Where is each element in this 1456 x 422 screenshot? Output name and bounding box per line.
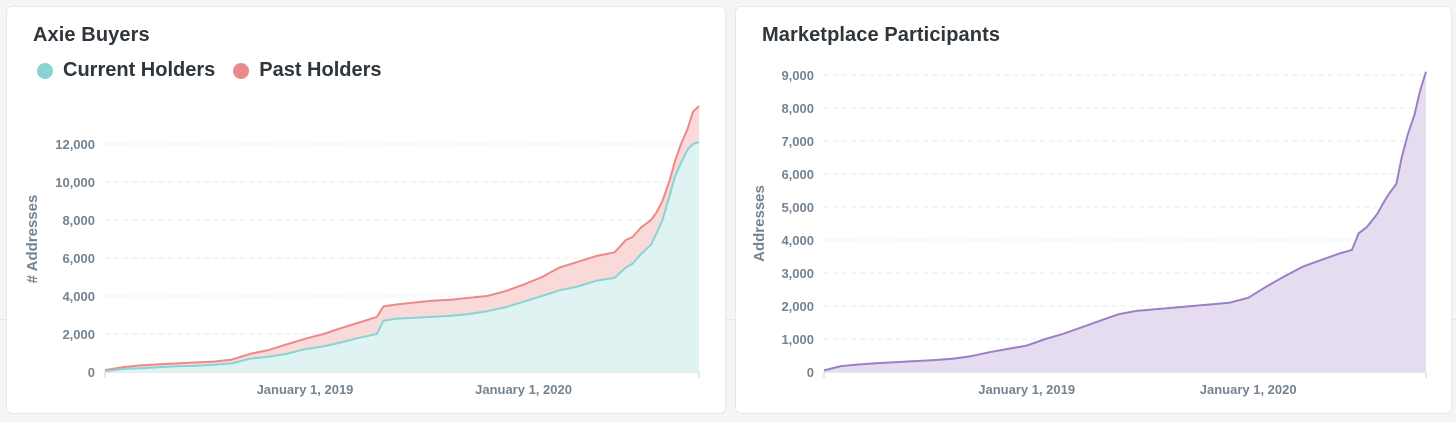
marketplace-participants-chart: 0 1,000 2,000 3,000 4,000 5,000 6,000 7,000 8,00…: [751, 68, 1427, 397]
card-title: Marketplace Participants: [762, 24, 1001, 46]
legend-swatch: [37, 62, 53, 79]
y-tick-label: 7,000: [781, 134, 814, 149]
line-current-holders: [104, 141, 700, 373]
x-tick-label: January 1, 2019: [257, 382, 354, 397]
y-tick-label: 3,000: [781, 266, 814, 281]
background-divider: [0, 319, 1456, 320]
y-tick-label: 5,000: [781, 200, 814, 215]
legend-label: Past Holders: [259, 59, 382, 81]
chart-legend: Current Holders Past Holders: [37, 59, 400, 82]
y-tick-label: 4,000: [62, 289, 95, 304]
legend-item-current-holders[interactable]: Current Holders: [37, 59, 215, 82]
y-tick-label: 6,000: [62, 251, 95, 266]
y-tick-label: 12,000: [55, 137, 95, 152]
area-current-holders: [105, 142, 699, 372]
y-tick-label: 2,000: [62, 327, 95, 342]
line-past-holders: [104, 105, 700, 372]
y-tick-label: 10,000: [55, 175, 95, 190]
x-tick-label: January 1, 2020: [475, 382, 572, 397]
y-tick-label: 2,000: [781, 299, 814, 314]
y-tick-label: 4,000: [781, 233, 814, 248]
y-tick-label: 8,000: [62, 213, 95, 228]
y-tick-label: 1,000: [781, 332, 814, 347]
axie-buyers-card: Axie Buyers Current Holders Past Holders…: [6, 6, 726, 414]
y-tick-label: 0: [88, 365, 95, 380]
x-tick-label: January 1, 2019: [978, 382, 1075, 397]
legend-swatch: [233, 62, 250, 79]
legend-item-past-holders[interactable]: Past Holders: [233, 59, 382, 82]
y-tick-label: 0: [807, 365, 814, 380]
card-title: Axie Buyers: [33, 24, 150, 46]
marketplace-participants-card: Marketplace Participants 0 1,000 2,000 3,00…: [735, 6, 1452, 414]
axie-buyers-chart: 0 2,000 4,000 6,000 8,000 10,000 12,000 January…: [24, 105, 700, 397]
y-tick-label: 8,000: [781, 101, 814, 116]
y-axis-title: Addresses: [751, 185, 768, 262]
y-tick-label: 6,000: [781, 167, 814, 182]
y-axis-title: # Addresses: [24, 195, 41, 284]
area-addresses: [824, 71, 1426, 372]
legend-label: Current Holders: [63, 59, 216, 81]
x-tick-label: January 1, 2020: [1200, 382, 1297, 397]
line-addresses: [823, 71, 1427, 372]
y-tick-label: 9,000: [781, 68, 814, 83]
